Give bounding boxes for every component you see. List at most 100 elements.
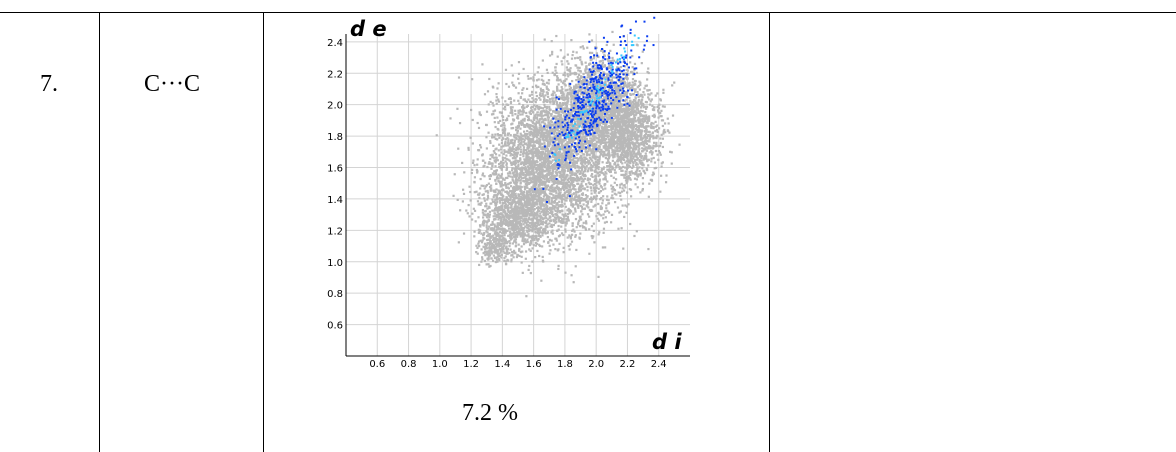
bg-point-2453: [554, 197, 558, 200]
bg-point-3157: [511, 157, 515, 160]
bg-point-1946: [585, 197, 588, 200]
bg-point-4759: [599, 135, 602, 138]
bg-point-3332: [580, 157, 584, 160]
bg-point-1154: [514, 160, 517, 163]
bg-point-2892: [529, 112, 532, 116]
bg-point-2052: [536, 173, 539, 176]
bg-point-607: [587, 163, 590, 166]
bg-point-1587: [522, 87, 525, 90]
bg-point-2766: [566, 93, 569, 96]
bg-point-1216: [581, 199, 585, 202]
bg-point-1370: [519, 167, 522, 170]
bg-point-1667: [553, 129, 557, 132]
bg-point-1438: [560, 85, 563, 89]
bg-point-3840: [558, 131, 561, 134]
bg-point-3437: [537, 140, 540, 143]
bg-point-1312: [518, 137, 521, 140]
bg-point-383: [517, 77, 520, 80]
bg-point-209: [566, 132, 569, 135]
bg-point-1276: [503, 124, 506, 127]
bg-point-3417: [567, 184, 570, 187]
bg-point-412: [584, 194, 587, 197]
bg-point-3804: [630, 102, 633, 105]
bg-point-1610: [556, 132, 559, 135]
bg-point-2812: [457, 147, 460, 150]
bg-point-3199: [558, 126, 561, 129]
bg-point-3232: [561, 182, 565, 185]
bg-point-3222: [513, 161, 516, 164]
bg-point-2757: [541, 107, 545, 110]
bg-point-1319: [543, 164, 546, 168]
bg-point-3824: [573, 100, 576, 103]
bg-point-2033: [519, 188, 522, 191]
bg-point-1921: [519, 121, 522, 124]
bg-point-1051: [537, 156, 541, 159]
bg-point-2737: [567, 219, 570, 222]
bg-point-4382: [614, 117, 617, 120]
bg-point-2751: [541, 166, 544, 169]
bg-point-1300: [538, 210, 541, 213]
bg-point-3005: [594, 198, 598, 201]
bg-point-3166: [561, 141, 564, 144]
bg-point-536: [571, 197, 574, 200]
bg-point-4876: [563, 119, 566, 122]
bg-point-3186: [517, 124, 520, 128]
bg-point-3138: [525, 295, 528, 298]
bg-point-4857: [570, 105, 573, 108]
bg-point-3968: [603, 54, 606, 57]
bg-point-612: [535, 133, 538, 137]
bg-point-2567: [515, 151, 518, 154]
bg-point-1531: [554, 195, 557, 198]
bg-point-696: [571, 153, 575, 156]
bg-point-2785: [519, 132, 522, 135]
bg-point-4577: [542, 148, 545, 151]
bg-point-86: [565, 181, 568, 184]
bg-point-1496: [543, 177, 546, 181]
bg-point-456: [601, 161, 604, 164]
bg-point-2556: [504, 160, 507, 163]
bg-point-2396: [550, 206, 554, 210]
bg-point-4448: [573, 98, 576, 101]
bg-point-144: [531, 137, 534, 140]
bg-point-2652: [562, 215, 565, 218]
bg-point-3354: [570, 171, 573, 174]
column-divider-1: [99, 12, 100, 452]
bg-point-744: [525, 87, 529, 91]
bg-point-962: [489, 141, 492, 145]
bg-point-2467: [575, 191, 578, 194]
bg-point-1576: [507, 139, 510, 143]
bg-point-4610: [600, 74, 603, 78]
bg-point-3169: [513, 153, 516, 156]
bg-point-1877: [541, 158, 544, 161]
bg-point-85: [586, 178, 589, 182]
bg-point-3814: [604, 126, 607, 130]
bg-point-4086: [570, 39, 573, 42]
bg-point-2124: [550, 223, 553, 226]
column-divider-2: [263, 12, 264, 452]
bg-point-1690: [534, 195, 537, 198]
bg-point-1200: [517, 99, 520, 102]
bg-point-2989: [570, 240, 574, 243]
bg-point-941: [562, 198, 565, 201]
bg-point-3473: [505, 82, 508, 86]
bg-point-3067: [547, 95, 550, 98]
bg-point-2057: [569, 243, 572, 246]
bg-point-3793: [542, 109, 546, 112]
bg-point-537: [578, 190, 581, 193]
bg-point-2866: [573, 163, 576, 166]
bg-point-3246: [610, 221, 613, 224]
bg-point-3673: [579, 56, 582, 59]
bg-point-4798: [618, 94, 622, 97]
bg-point-2311: [546, 184, 550, 187]
bg-point-3878: [634, 96, 637, 99]
bg-point-1582: [586, 189, 589, 192]
bg-point-1414: [572, 178, 576, 181]
bg-point-4369: [639, 102, 642, 105]
bg-point-4238: [587, 159, 590, 162]
bg-point-621: [595, 155, 598, 158]
bg-point-910: [524, 173, 527, 176]
bg-point-2550: [605, 204, 608, 207]
bg-point-4898: [575, 79, 578, 82]
bg-point-3574: [571, 109, 574, 112]
bg-point-4965: [579, 135, 582, 138]
